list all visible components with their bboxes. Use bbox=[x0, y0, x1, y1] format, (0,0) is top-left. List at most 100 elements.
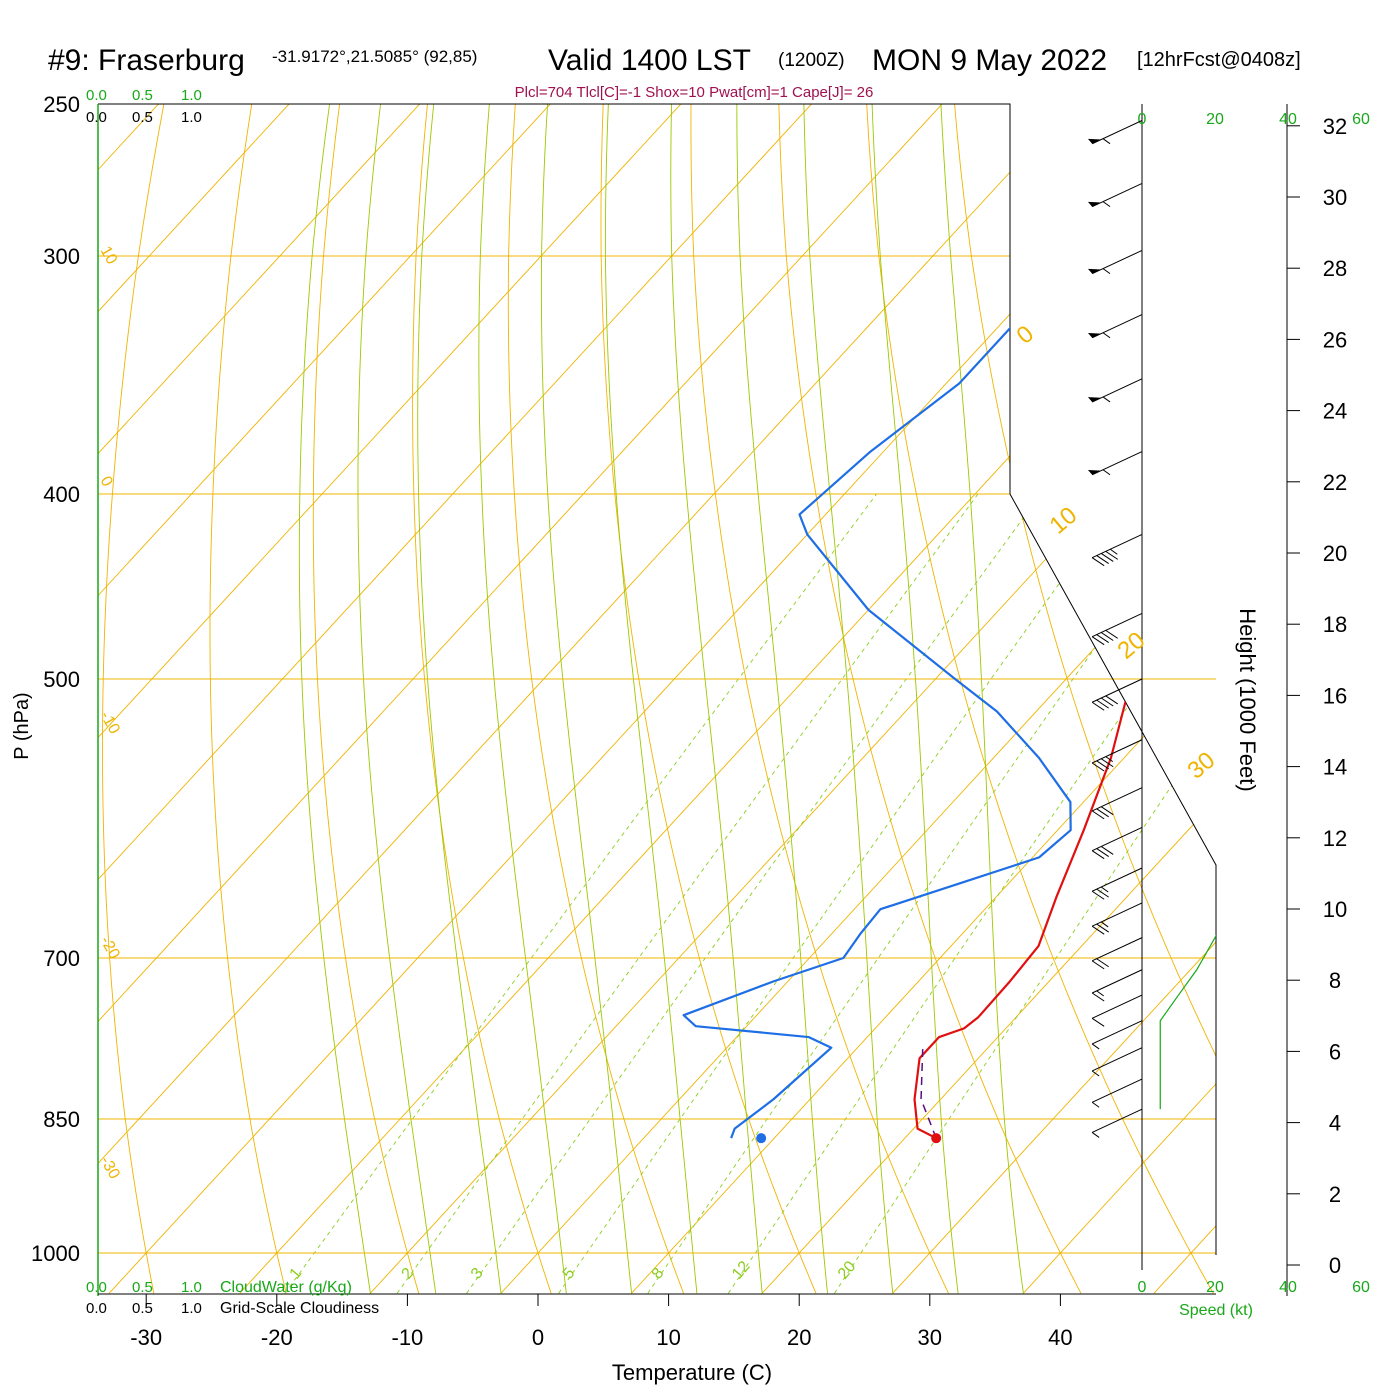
dry-adiabat bbox=[507, 104, 684, 1294]
cloudwater-label: CloudWater (g/Kg) bbox=[220, 1279, 352, 1296]
wind-barb bbox=[1091, 1020, 1143, 1050]
top-cloudiness-scale-05: 0.5 bbox=[132, 109, 153, 126]
wind-barb-staff bbox=[1091, 613, 1143, 638]
wind-barb bbox=[1087, 249, 1143, 275]
dry-adiabat bbox=[600, 104, 817, 1294]
wind-barb bbox=[1087, 378, 1143, 403]
wind-barb-flag bbox=[1091, 850, 1105, 860]
wind-barb-pennant bbox=[1087, 201, 1102, 207]
mixing-ratio-label: 8 bbox=[649, 1265, 668, 1283]
height-tick-label: 28 bbox=[1323, 256, 1347, 281]
pressure-tick-label: 850 bbox=[43, 1107, 80, 1132]
mixing-ratio-label: 20 bbox=[835, 1258, 860, 1283]
wind-barb-flag bbox=[1096, 555, 1109, 564]
wind-barb-half-flag bbox=[1102, 201, 1111, 208]
top-cloudiness-scale-1: 1.0 bbox=[181, 109, 202, 126]
speed-tick-label-top: 0 bbox=[1138, 111, 1147, 128]
wind-barb-half-flag bbox=[1102, 396, 1111, 403]
wind-barb-flag bbox=[1096, 808, 1109, 818]
moist-adiabat bbox=[540, 104, 633, 1294]
top-cloudwater-scale-1: 1.0 bbox=[181, 87, 202, 104]
mixing-ratio-line bbox=[396, 493, 979, 1294]
wind-barb bbox=[1091, 613, 1143, 646]
dry-adiabat bbox=[864, 104, 1214, 1294]
wind-barb-staff bbox=[1091, 969, 1143, 994]
dry-adiabat bbox=[777, 104, 1082, 1294]
dry-adiabat-label: 20 bbox=[1113, 627, 1151, 665]
bottom-cloudiness-scale-05: 0.5 bbox=[132, 1300, 153, 1317]
dry-adiabat-label: 0 bbox=[1012, 320, 1040, 349]
moist-adiabat bbox=[298, 104, 371, 1294]
wind-barb-pennant bbox=[1087, 397, 1102, 403]
height-tick-label: 14 bbox=[1323, 755, 1347, 780]
wind-barb bbox=[1087, 120, 1143, 145]
wind-barb-flag bbox=[1096, 848, 1109, 857]
height-tick-label: 20 bbox=[1323, 541, 1347, 566]
dry-adiabat bbox=[690, 104, 949, 1294]
pressure-tick-label: 400 bbox=[43, 482, 80, 507]
title-coords: -31.9172°,21.5085° (92,85) bbox=[272, 47, 477, 66]
height-tick-label: 4 bbox=[1329, 1111, 1341, 1136]
wind-barb-flag bbox=[1091, 636, 1105, 646]
wind-barb bbox=[1091, 678, 1143, 711]
isotherm bbox=[892, 104, 1216, 1294]
wind-barb-flag bbox=[1091, 890, 1105, 900]
wind-barb-staff bbox=[1091, 937, 1143, 962]
wind-barb bbox=[1091, 826, 1143, 860]
moist-adiabat bbox=[478, 104, 567, 1294]
wind-barb bbox=[1091, 787, 1143, 820]
dry-adiabat bbox=[209, 104, 287, 1294]
isotherm bbox=[98, 104, 582, 1294]
isotherm bbox=[1285, 70, 1400, 1293]
plot-frame bbox=[98, 103, 1217, 1255]
wind-barb-flag bbox=[1096, 888, 1109, 898]
wind-barb-flag bbox=[1091, 810, 1105, 820]
title-station: #9: Fraserburg bbox=[48, 44, 245, 77]
pressure-tick-label: 1000 bbox=[31, 1241, 80, 1266]
wind-barb-half-flag bbox=[1105, 756, 1114, 763]
wind-barb-flag bbox=[1091, 762, 1105, 772]
parcel-path bbox=[920, 1047, 937, 1139]
wind-barb bbox=[1091, 1047, 1143, 1077]
wind-barb-pennant bbox=[1087, 332, 1102, 338]
top-cloudiness-scale-0: 0.0 bbox=[86, 109, 107, 126]
wind-barb-staff bbox=[1091, 739, 1143, 764]
temperature-tick-label: -20 bbox=[261, 1325, 293, 1350]
wind-barb-half-flag bbox=[1102, 138, 1111, 145]
isotherm bbox=[98, 104, 974, 1294]
speed-tick-label-bottom: 20 bbox=[1206, 1279, 1224, 1296]
wind-barb-flag bbox=[1091, 557, 1105, 567]
wind-barb-staff bbox=[1091, 1108, 1143, 1133]
wind-barb-staff bbox=[1091, 378, 1143, 403]
height-tick-label: 6 bbox=[1329, 1039, 1341, 1064]
speed-tick-label-bottom: 60 bbox=[1352, 1279, 1370, 1296]
isotherm bbox=[98, 104, 713, 1294]
moist-adiabat bbox=[357, 104, 437, 1294]
wind-barb-flag bbox=[1105, 629, 1119, 639]
wind-barb-flag bbox=[1100, 846, 1114, 855]
height-tick-label: 12 bbox=[1323, 826, 1347, 851]
wind-barb-staff bbox=[1091, 1078, 1143, 1103]
wind-barb bbox=[1091, 1078, 1143, 1108]
height-tick-label: 2 bbox=[1329, 1182, 1341, 1207]
isotherm bbox=[239, 104, 1216, 1294]
y-axis-title: P (hPa) bbox=[11, 692, 33, 759]
wind-barb bbox=[1091, 867, 1143, 900]
height-tick-label: 10 bbox=[1323, 897, 1347, 922]
wind-barb-flag bbox=[1091, 701, 1105, 711]
wind-barb bbox=[1091, 969, 1143, 1002]
pressure-tick-label: 300 bbox=[43, 244, 80, 269]
isotherm bbox=[98, 104, 452, 1294]
wind-barb-half-flag bbox=[1109, 548, 1118, 555]
dry-adiabat bbox=[1299, 70, 1400, 1293]
wind-barb bbox=[1087, 314, 1143, 339]
height-tick-label: 8 bbox=[1329, 968, 1341, 993]
wind-barb-staff bbox=[1091, 249, 1143, 275]
wind-barb-flag bbox=[1105, 695, 1119, 705]
wind-barb-staff bbox=[1091, 120, 1143, 145]
temperature-tick-label: 10 bbox=[656, 1325, 680, 1350]
wind-barb-staff bbox=[1091, 826, 1143, 852]
bottom-cloudwater-scale-0: 0.0 bbox=[86, 1279, 107, 1296]
speed-tick-label-top: 40 bbox=[1279, 111, 1297, 128]
